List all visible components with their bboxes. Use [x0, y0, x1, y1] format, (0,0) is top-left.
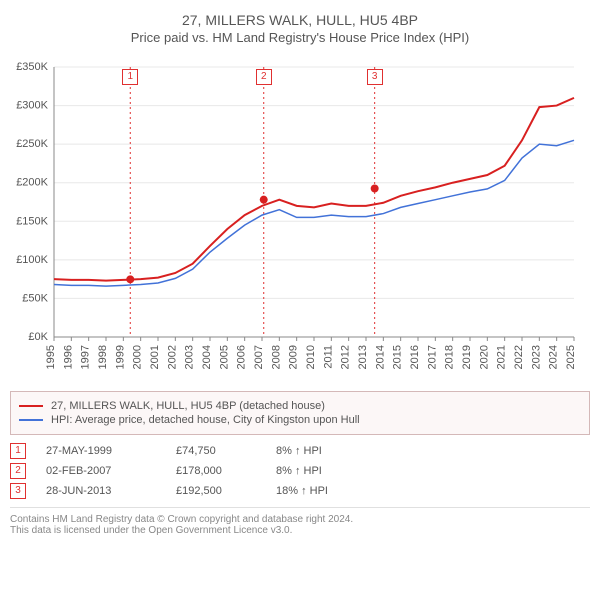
svg-text:£300K: £300K	[16, 100, 48, 112]
marker-price: £74,750	[176, 445, 276, 457]
svg-text:£0K: £0K	[28, 331, 48, 343]
svg-text:2009: 2009	[288, 345, 300, 369]
marker-row: 3 28-JUN-2013£192,50018% ↑ HPI	[10, 483, 590, 499]
svg-text:2010: 2010	[305, 345, 317, 369]
marker-number-badge: 1	[10, 443, 26, 459]
svg-text:2017: 2017	[426, 345, 438, 369]
marker-pct: 8% ↑ HPI	[276, 445, 396, 457]
svg-text:2024: 2024	[548, 345, 560, 369]
marker-date: 27-MAY-1999	[46, 445, 176, 457]
legend-item: 27, MILLERS WALK, HULL, HU5 4BP (detache…	[19, 400, 581, 412]
svg-text:2023: 2023	[530, 345, 542, 369]
legend-item: HPI: Average price, detached house, City…	[19, 414, 581, 426]
svg-text:2019: 2019	[461, 345, 473, 369]
svg-text:1996: 1996	[62, 345, 74, 369]
svg-text:2006: 2006	[236, 345, 248, 369]
svg-text:2016: 2016	[409, 345, 421, 369]
svg-text:2002: 2002	[166, 345, 178, 369]
marker-number-badge: 3	[10, 483, 26, 499]
footnote: Contains HM Land Registry data © Crown c…	[10, 507, 590, 536]
svg-text:2012: 2012	[340, 345, 352, 369]
chart-marker-label: 2	[256, 69, 272, 85]
svg-text:2001: 2001	[149, 345, 161, 369]
marker-pct: 18% ↑ HPI	[276, 485, 396, 497]
marker-date: 28-JUN-2013	[46, 485, 176, 497]
svg-text:£100K: £100K	[16, 254, 48, 266]
svg-text:2015: 2015	[392, 345, 404, 369]
svg-text:£350K: £350K	[16, 61, 48, 73]
svg-text:2018: 2018	[444, 345, 456, 369]
svg-text:1999: 1999	[114, 345, 126, 369]
chart-title-address: 27, MILLERS WALK, HULL, HU5 4BP	[10, 12, 590, 28]
legend-label: 27, MILLERS WALK, HULL, HU5 4BP (detache…	[51, 400, 325, 412]
marker-table: 1 27-MAY-1999£74,7508% ↑ HPI 2 02-FEB-2007£…	[10, 443, 590, 499]
svg-text:2021: 2021	[496, 345, 508, 369]
svg-text:1998: 1998	[97, 345, 109, 369]
marker-price: £178,000	[176, 465, 276, 477]
chart-marker-label: 1	[122, 69, 138, 85]
svg-text:£250K: £250K	[16, 138, 48, 150]
legend-swatch	[19, 419, 43, 421]
marker-pct: 8% ↑ HPI	[276, 465, 396, 477]
svg-text:2008: 2008	[270, 345, 282, 369]
svg-text:2011: 2011	[322, 345, 334, 369]
svg-text:2013: 2013	[357, 345, 369, 369]
legend: 27, MILLERS WALK, HULL, HU5 4BP (detache…	[10, 391, 590, 435]
chart-container: £0K £50K £100K £150K £200K £250K £300K £350K 199…	[10, 53, 590, 383]
footnote-line: This data is licensed under the Open Gov…	[10, 525, 590, 536]
svg-text:1995: 1995	[45, 345, 57, 369]
legend-label: HPI: Average price, detached house, City…	[51, 414, 360, 426]
svg-text:2022: 2022	[513, 345, 525, 369]
price-chart: £0K £50K £100K £150K £200K £250K £300K £350K 199…	[10, 53, 580, 383]
svg-text:2005: 2005	[218, 345, 230, 369]
svg-text:2020: 2020	[478, 345, 490, 369]
marker-row: 2 02-FEB-2007£178,0008% ↑ HPI	[10, 463, 590, 479]
svg-text:2007: 2007	[253, 345, 265, 369]
marker-price: £192,500	[176, 485, 276, 497]
svg-text:£50K: £50K	[22, 292, 48, 304]
marker-number-badge: 2	[10, 463, 26, 479]
chart-title-sub: Price paid vs. HM Land Registry's House …	[10, 30, 590, 45]
footnote-line: Contains HM Land Registry data © Crown c…	[10, 514, 590, 525]
svg-text:2014: 2014	[374, 345, 386, 369]
svg-text:2025: 2025	[565, 345, 577, 369]
svg-text:2003: 2003	[184, 345, 196, 369]
svg-text:1997: 1997	[80, 345, 92, 369]
marker-row: 1 27-MAY-1999£74,7508% ↑ HPI	[10, 443, 590, 459]
chart-marker-label: 3	[367, 69, 383, 85]
svg-text:2000: 2000	[132, 345, 144, 369]
legend-swatch	[19, 405, 43, 407]
marker-date: 02-FEB-2007	[46, 465, 176, 477]
svg-text:£150K: £150K	[16, 215, 48, 227]
svg-text:2004: 2004	[201, 345, 213, 369]
svg-text:£200K: £200K	[16, 177, 48, 189]
